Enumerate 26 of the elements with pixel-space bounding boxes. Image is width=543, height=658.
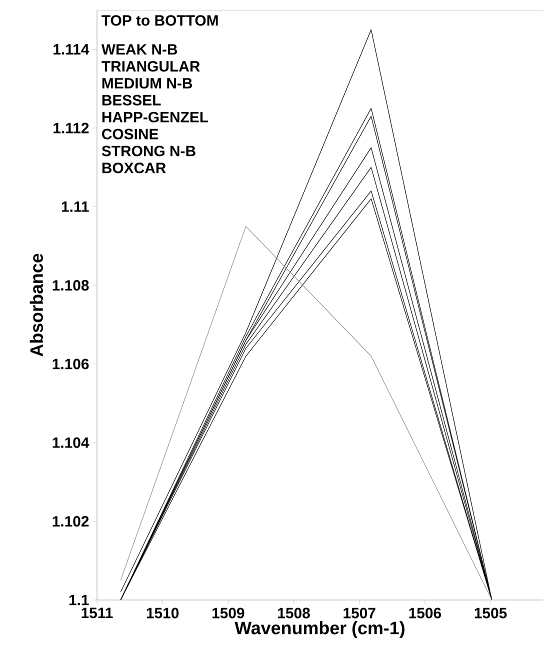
annotation: TRIANGULAR xyxy=(102,61,200,72)
y-tick-label: 1.112 xyxy=(54,122,89,134)
y-tick-label: 1.108 xyxy=(52,280,89,291)
annotation: MEDIUM N-B xyxy=(102,78,192,89)
annotation: WEAK N-B xyxy=(101,44,178,55)
y-tick-label: 1.114 xyxy=(54,44,90,54)
x-tick-label: 1508 xyxy=(278,608,310,618)
y-tick-label: 1.1 xyxy=(69,594,89,606)
y-tick-label: 1.102 xyxy=(52,516,89,527)
x-tick-label: 1506 xyxy=(409,608,442,618)
annotation: STRONG N-B xyxy=(102,146,196,156)
annotation: BOXCAR xyxy=(102,162,166,174)
annotation: COSINE xyxy=(102,128,158,140)
annotation: BESSEL xyxy=(102,94,161,106)
x-tick-label: 1505 xyxy=(474,608,507,618)
annotation: HAPP-GENZEL xyxy=(102,112,208,122)
x-tick-label: 1511 xyxy=(82,608,113,618)
x-tick-label: 1510 xyxy=(146,608,179,618)
y-tick-label: 1.106 xyxy=(52,358,89,370)
y-tick-label: 1.104 xyxy=(52,437,90,448)
x-axis-title: Wavenumber (cm-1) xyxy=(234,621,404,638)
x-tick-label: 1509 xyxy=(212,608,244,618)
annotation: TOP to BOTTOM xyxy=(102,15,218,26)
x-tick-label: 1507 xyxy=(344,608,376,618)
y-tick-label: 1.11 xyxy=(62,202,89,212)
y-axis-title: Absorbance xyxy=(30,254,43,356)
